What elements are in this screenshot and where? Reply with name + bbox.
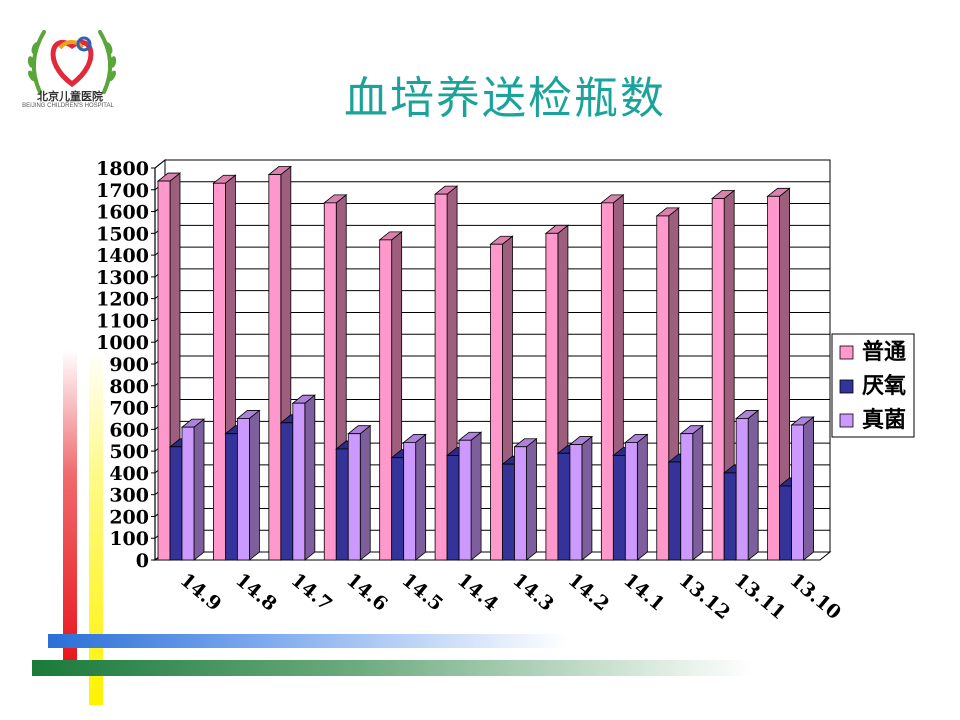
- x-tick-label: 14.7: [287, 569, 337, 616]
- deco-yellow-bar: [89, 350, 103, 705]
- bars: [156, 165, 815, 561]
- y-axis: 0100200300400500600700800900100011001200…: [96, 158, 156, 572]
- x-tick-label: 13.10: [785, 569, 845, 624]
- y-tick-label: 1600: [96, 202, 149, 224]
- slide-title: 血培养送检瓶数: [344, 73, 666, 124]
- y-tick-label: 1300: [96, 267, 149, 289]
- x-axis: 14.9 14.8 14.7 14.6 14.5 14.4 14.3 14.2 14.1 13.1…: [176, 569, 845, 624]
- logo-chinese-name: 北京儿童医院: [37, 90, 103, 103]
- y-tick-label: 800: [109, 376, 149, 398]
- bar: [457, 431, 483, 561]
- y-tick-label: 1800: [96, 158, 149, 180]
- deco-green-bar: [32, 660, 752, 676]
- bar: [790, 416, 815, 561]
- legend-swatch: [839, 379, 854, 394]
- bar: [236, 409, 261, 561]
- x-tick-label: 13.11: [730, 569, 790, 624]
- deco-blue-bar: [48, 634, 568, 648]
- y-tick-label: 1000: [96, 332, 149, 354]
- bar: [347, 424, 372, 561]
- y-tick-label: 1500: [96, 223, 149, 245]
- y-tick-label: 500: [109, 441, 149, 463]
- x-tick-label: 14.6: [342, 569, 392, 616]
- bar: [568, 435, 594, 561]
- y-tick-label: 1100: [96, 310, 149, 332]
- y-tick-label: 1200: [96, 289, 149, 311]
- legend-swatch: [839, 345, 854, 360]
- bar: [766, 187, 791, 561]
- bar: [624, 433, 649, 561]
- y-tick-label: 900: [109, 354, 149, 376]
- y-tick-label: 100: [109, 528, 149, 550]
- x-tick-label: 14.3: [508, 569, 558, 616]
- x-tick-label: 13.12: [675, 569, 735, 624]
- x-tick-label: 14.2: [564, 569, 614, 616]
- deco-red-bar: [63, 350, 77, 662]
- y-tick-label: 1700: [96, 180, 149, 202]
- bar: [735, 409, 760, 561]
- gridline-side: [154, 159, 166, 169]
- y-tick-label: 0: [136, 550, 149, 572]
- x-tick-label: 14.5: [397, 569, 447, 616]
- legend-label: 真菌: [862, 407, 906, 433]
- legend-label: 普通: [862, 339, 906, 365]
- y-tick-label: 700: [109, 398, 149, 420]
- y-tick-label: 400: [109, 463, 149, 485]
- legend-swatch: [839, 413, 854, 428]
- x-tick-label: 14.4: [453, 569, 503, 616]
- bar: [402, 433, 427, 561]
- logo-english-name: BEIJING CHILDREN'S HOSPITAL: [22, 103, 114, 109]
- y-tick-label: 200: [109, 506, 149, 528]
- bar: [180, 418, 206, 561]
- bar: [513, 437, 538, 561]
- y-tick-label: 1400: [96, 245, 149, 267]
- bar: [679, 424, 704, 561]
- x-tick-label: 14.1: [619, 569, 669, 616]
- y-tick-label: 600: [109, 419, 149, 441]
- x-tick-label: 14.9: [176, 569, 226, 616]
- legend-label: 厌氧: [862, 373, 906, 399]
- y-tick-label: 300: [109, 485, 149, 507]
- x-tick-label: 14.8: [231, 569, 281, 616]
- hospital-logo: [27, 30, 117, 94]
- bar: [291, 394, 316, 561]
